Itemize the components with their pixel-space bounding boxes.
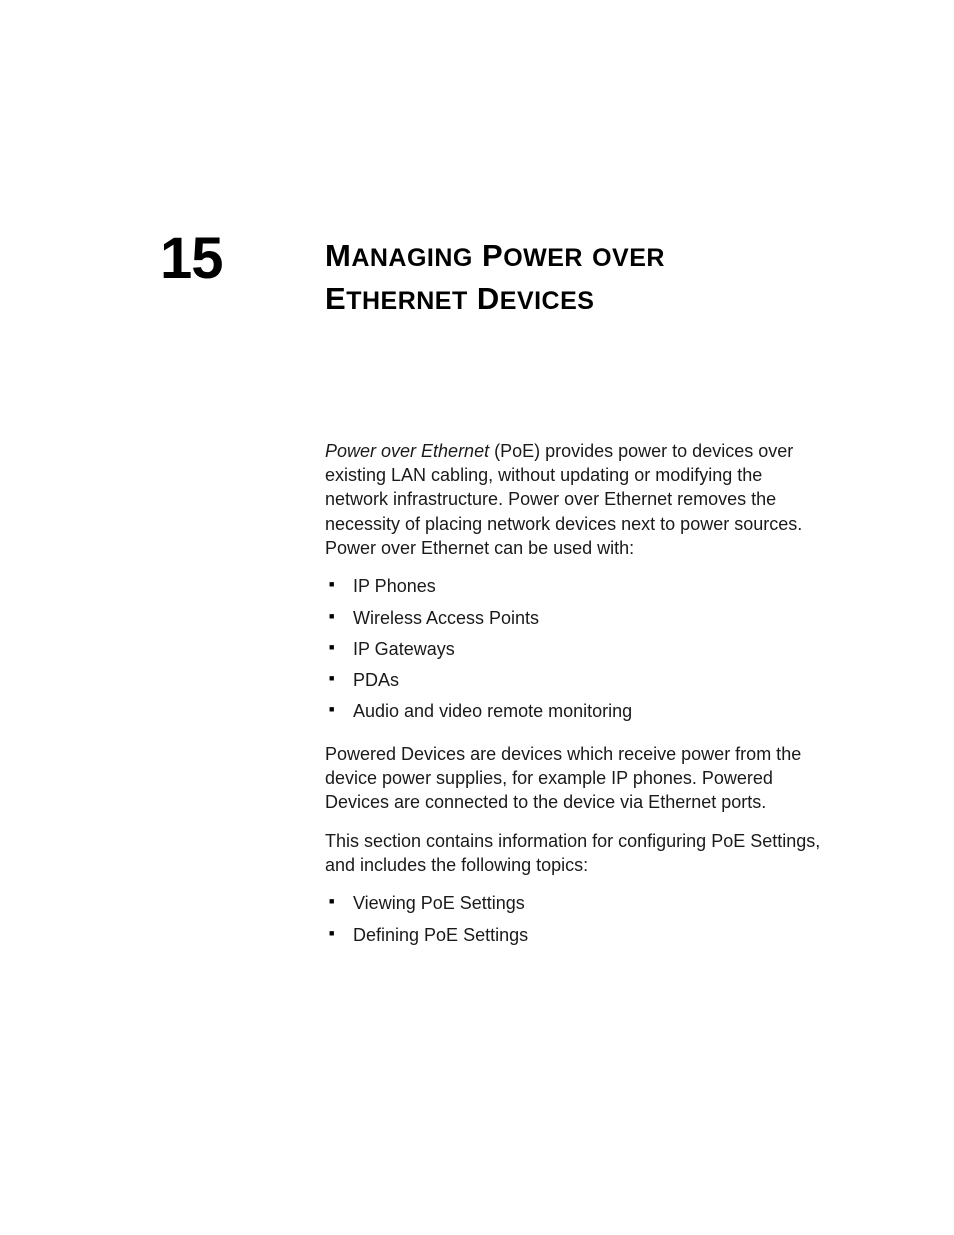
- title-line2-word2-rest: EVICES: [500, 287, 595, 315]
- list-item: Defining PoE Settings: [325, 923, 824, 947]
- title-line1-word2-rest: OWER: [503, 244, 583, 272]
- title-line1-word1-lead: M: [325, 238, 351, 273]
- chapter-header: 15 MANAGING POWER OVER ETHERNET DEVICES: [160, 230, 824, 321]
- title-line1-word1-rest: ANAGING: [351, 244, 473, 272]
- title-line2-word2-lead: D: [477, 281, 500, 316]
- title-line1-word3-rest: OVER: [592, 244, 665, 272]
- title-line1-word2-lead: P: [482, 238, 503, 273]
- uses-list: IP Phones Wireless Access Points IP Gate…: [325, 574, 824, 723]
- section-intro-paragraph: This section contains information for co…: [325, 829, 824, 878]
- chapter-number: 15: [160, 230, 325, 288]
- list-item: PDAs: [325, 668, 824, 692]
- powered-devices-paragraph: Powered Devices are devices which receiv…: [325, 742, 824, 815]
- intro-paragraph: Power over Ethernet (PoE) provides power…: [325, 439, 824, 560]
- title-line2-word1-rest: THERNET: [346, 287, 468, 315]
- list-item: Viewing PoE Settings: [325, 891, 824, 915]
- list-item: IP Phones: [325, 574, 824, 598]
- title-line2-word1-lead: E: [325, 281, 346, 316]
- chapter-title: MANAGING POWER OVER ETHERNET DEVICES: [325, 230, 665, 321]
- list-item: Audio and video remote monitoring: [325, 699, 824, 723]
- topics-list: Viewing PoE Settings Defining PoE Settin…: [325, 891, 824, 947]
- document-page: 15 MANAGING POWER OVER ETHERNET DEVICES …: [0, 0, 954, 947]
- list-item: Wireless Access Points: [325, 606, 824, 630]
- body-content: Power over Ethernet (PoE) provides power…: [325, 439, 824, 947]
- intro-italic-lead: Power over Ethernet: [325, 441, 489, 461]
- list-item: IP Gateways: [325, 637, 824, 661]
